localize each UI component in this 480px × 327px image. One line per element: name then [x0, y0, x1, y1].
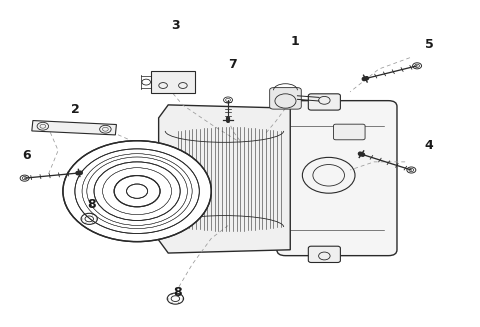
Text: 8: 8: [173, 285, 182, 299]
Text: 8: 8: [87, 198, 96, 211]
FancyBboxPatch shape: [334, 124, 365, 140]
FancyBboxPatch shape: [277, 101, 397, 256]
FancyBboxPatch shape: [270, 88, 301, 109]
Polygon shape: [32, 121, 117, 135]
FancyBboxPatch shape: [308, 94, 340, 110]
Polygon shape: [158, 105, 290, 253]
Text: 1: 1: [291, 35, 300, 48]
Text: 5: 5: [425, 38, 433, 51]
FancyBboxPatch shape: [152, 71, 194, 94]
Circle shape: [63, 141, 211, 242]
Text: 3: 3: [171, 19, 180, 32]
Text: 4: 4: [425, 139, 433, 152]
FancyBboxPatch shape: [308, 246, 340, 263]
Text: 7: 7: [228, 58, 237, 71]
Text: 2: 2: [71, 103, 79, 116]
Text: 6: 6: [23, 149, 31, 162]
